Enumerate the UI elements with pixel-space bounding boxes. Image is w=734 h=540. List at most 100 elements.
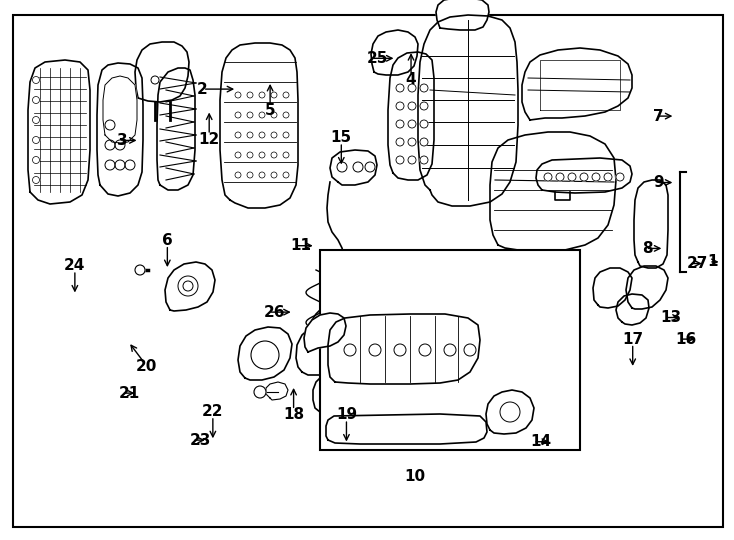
Circle shape — [444, 344, 456, 356]
Polygon shape — [266, 382, 288, 400]
Text: 7: 7 — [653, 109, 664, 124]
Polygon shape — [103, 76, 137, 143]
Text: 21: 21 — [119, 386, 140, 401]
Polygon shape — [304, 313, 346, 352]
Circle shape — [183, 281, 193, 291]
Text: 5: 5 — [265, 103, 275, 118]
Circle shape — [271, 132, 277, 138]
Polygon shape — [135, 42, 189, 102]
Circle shape — [32, 177, 40, 184]
Circle shape — [259, 152, 265, 158]
Circle shape — [283, 112, 289, 118]
Circle shape — [408, 120, 416, 128]
Polygon shape — [522, 48, 632, 120]
Text: 1: 1 — [707, 254, 717, 269]
Polygon shape — [165, 262, 215, 311]
Polygon shape — [486, 390, 534, 434]
Circle shape — [580, 173, 588, 181]
Text: 25: 25 — [367, 51, 388, 66]
Circle shape — [235, 112, 241, 118]
Circle shape — [396, 156, 404, 164]
Circle shape — [235, 92, 241, 98]
Circle shape — [419, 344, 431, 356]
Polygon shape — [328, 314, 480, 384]
Text: 9: 9 — [653, 175, 664, 190]
Text: 15: 15 — [331, 130, 352, 145]
Circle shape — [32, 117, 40, 124]
Circle shape — [283, 172, 289, 178]
Polygon shape — [296, 322, 384, 375]
Polygon shape — [593, 268, 632, 308]
Circle shape — [353, 162, 363, 172]
Circle shape — [420, 156, 428, 164]
Circle shape — [396, 84, 404, 92]
Circle shape — [105, 140, 115, 150]
Circle shape — [408, 84, 416, 92]
Circle shape — [271, 172, 277, 178]
Text: 2: 2 — [197, 82, 208, 97]
Polygon shape — [418, 15, 518, 206]
Circle shape — [32, 97, 40, 104]
Polygon shape — [536, 158, 632, 193]
Text: 8: 8 — [642, 241, 653, 256]
Circle shape — [369, 344, 381, 356]
Circle shape — [259, 132, 265, 138]
Circle shape — [259, 112, 265, 118]
Polygon shape — [626, 266, 668, 309]
Circle shape — [105, 160, 115, 170]
Circle shape — [32, 77, 40, 84]
Circle shape — [408, 138, 416, 146]
Circle shape — [365, 162, 375, 172]
Circle shape — [556, 173, 564, 181]
Circle shape — [151, 76, 159, 84]
Polygon shape — [97, 63, 143, 196]
Polygon shape — [330, 150, 377, 185]
Circle shape — [254, 386, 266, 398]
Text: 24: 24 — [64, 258, 86, 273]
Circle shape — [394, 344, 406, 356]
Circle shape — [271, 92, 277, 98]
Text: 3: 3 — [117, 133, 128, 148]
Text: 4: 4 — [406, 72, 416, 87]
Polygon shape — [388, 52, 434, 180]
Text: 22: 22 — [202, 404, 224, 419]
Polygon shape — [616, 294, 649, 325]
Text: 19: 19 — [336, 407, 357, 422]
Text: 6: 6 — [162, 233, 172, 248]
Circle shape — [544, 173, 552, 181]
Circle shape — [283, 152, 289, 158]
Circle shape — [247, 132, 253, 138]
Circle shape — [616, 173, 624, 181]
Circle shape — [420, 120, 428, 128]
Circle shape — [420, 84, 428, 92]
Text: 13: 13 — [661, 310, 682, 325]
Circle shape — [344, 344, 356, 356]
Circle shape — [420, 138, 428, 146]
Circle shape — [251, 341, 279, 369]
Polygon shape — [371, 30, 418, 75]
Polygon shape — [490, 132, 616, 251]
Text: 10: 10 — [404, 469, 425, 484]
Circle shape — [125, 160, 135, 170]
Circle shape — [568, 173, 576, 181]
Polygon shape — [634, 180, 668, 268]
Circle shape — [247, 92, 253, 98]
Polygon shape — [436, 0, 489, 30]
Text: 26: 26 — [264, 305, 286, 320]
Circle shape — [247, 172, 253, 178]
Circle shape — [247, 152, 253, 158]
Circle shape — [283, 132, 289, 138]
Circle shape — [592, 173, 600, 181]
Text: 16: 16 — [675, 332, 697, 347]
Circle shape — [271, 152, 277, 158]
Circle shape — [464, 344, 476, 356]
Circle shape — [32, 137, 40, 144]
Circle shape — [235, 132, 241, 138]
Circle shape — [420, 102, 428, 110]
Text: 20: 20 — [136, 359, 158, 374]
Polygon shape — [220, 43, 298, 208]
Circle shape — [235, 152, 241, 158]
Text: 14: 14 — [530, 434, 551, 449]
Polygon shape — [313, 370, 518, 416]
Bar — [320, 250, 580, 450]
